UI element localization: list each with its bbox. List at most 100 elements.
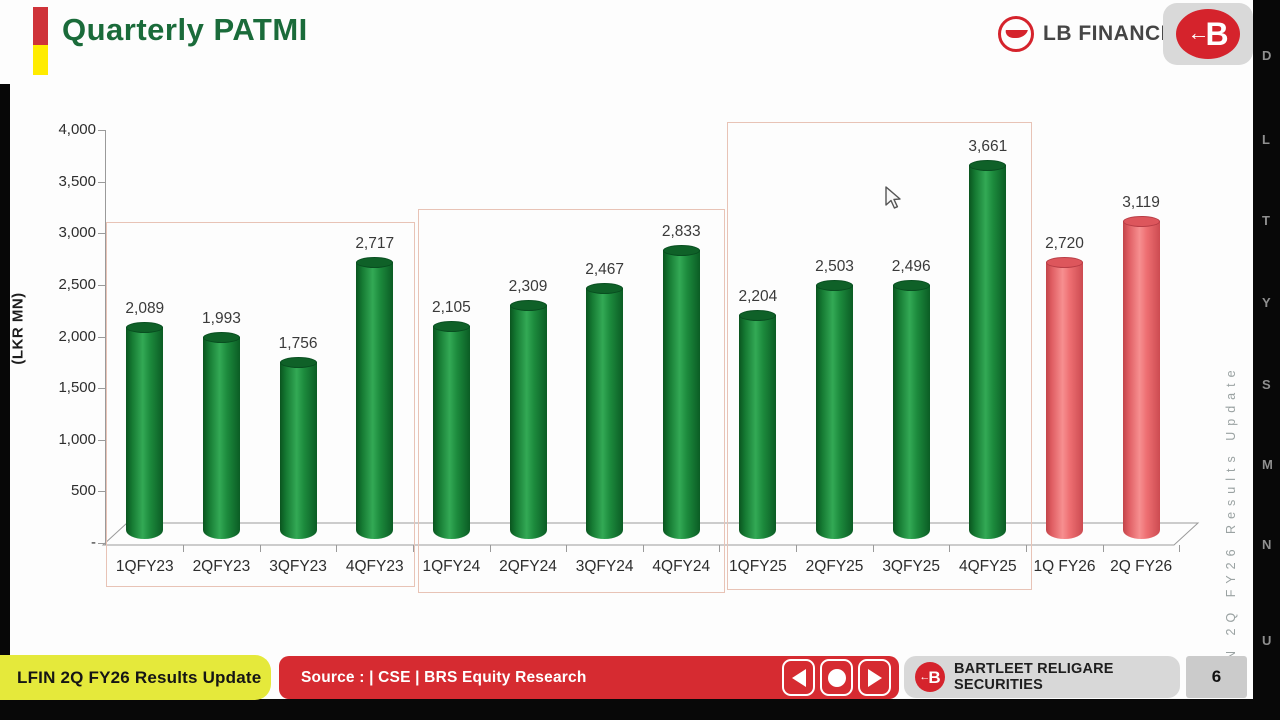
bar-value-label: 1,993 (202, 310, 241, 328)
x-axis-label: 2Q FY26 (1110, 558, 1173, 575)
x-tick-mark (719, 545, 721, 552)
edge-letter: U (1262, 633, 1272, 648)
edge-letter: S (1262, 377, 1271, 392)
lb-finance-logo-icon (998, 16, 1034, 52)
x-axis-label: 3QFY23 (269, 558, 327, 575)
x-axis-label: 1QFY25 (729, 558, 787, 575)
x-tick-mark (872, 545, 874, 552)
letterbox-left (0, 84, 10, 699)
group-box-1 (106, 222, 415, 587)
mouse-cursor-icon (885, 186, 901, 209)
x-tick-mark (412, 545, 414, 552)
x-tick-mark (566, 545, 568, 552)
bar-2Q FY26 (1122, 215, 1160, 539)
group-box-3 (727, 122, 1032, 590)
bar-value-label: 2,089 (125, 300, 165, 318)
nav-forward-icon (867, 668, 882, 687)
bar-value-label: 2,503 (815, 257, 854, 275)
bar-value-label: 2,467 (585, 261, 625, 279)
footer-source-bar: Source : | CSE | BRS Equity Research (279, 656, 899, 699)
bar-4QFY25 (969, 160, 1007, 539)
bar-value-label: 2,717 (355, 235, 395, 253)
y-axis-title: (LKR MN) (9, 292, 27, 365)
y-tick-label: 3,000 (58, 224, 96, 242)
bar-1QFY25 (739, 310, 777, 539)
x-tick-mark (642, 545, 644, 552)
bar-2QFY23 (202, 332, 240, 539)
x-tick-mark (259, 545, 261, 552)
bartleet-b-small-icon: ← B (915, 662, 945, 692)
bar-3QFY24 (586, 283, 624, 539)
letterbox-bottom (0, 699, 1280, 720)
nav-stop-icon (827, 668, 846, 687)
x-axis-label: 2QFY24 (499, 558, 557, 575)
nav-back-icon (791, 668, 806, 687)
bar-value-label: 2,309 (508, 277, 548, 295)
title-marker-yellow (33, 45, 48, 75)
edge-letter: Y (1262, 295, 1271, 310)
bartleet-b-icon: ← B (1176, 9, 1240, 59)
y-tick-mark (98, 284, 105, 286)
nav-forward-button[interactable] (858, 659, 891, 696)
bar-value-label: 3,661 (968, 138, 1008, 155)
lb-finance-brand: LB FINANCE (998, 16, 1175, 52)
y-tick-label: 500 (70, 482, 96, 500)
bar-4QFY24 (662, 245, 700, 539)
edge-letter: L (1262, 132, 1270, 147)
y-tick-mark (98, 130, 105, 131)
bar-3QFY23 (279, 356, 317, 539)
footer-update-pill: LFIN 2Q FY26 Results Update (0, 655, 271, 700)
x-tick-mark (1025, 545, 1027, 552)
x-tick-mark (949, 545, 951, 552)
y-tick-mark (98, 439, 105, 441)
y-tick-label: 2,500 (58, 275, 96, 293)
x-tick-mark (1179, 545, 1181, 552)
x-axis-label: 3QFY25 (882, 558, 941, 575)
y-axis-line (105, 130, 106, 545)
bartleet-logo-tile: ← B (1163, 3, 1253, 65)
bar-value-label: 3,119 (1122, 193, 1160, 211)
footer-brand-label: BARTLEET RELIGARE SECURITIES (954, 661, 1114, 693)
edge-letter: D (1262, 48, 1272, 63)
x-axis-label: 4QFY23 (345, 558, 404, 575)
bar-value-label: 1,756 (278, 334, 318, 352)
bar-1QFY24 (432, 320, 470, 539)
x-tick-mark (182, 545, 184, 552)
y-tick-mark (98, 388, 105, 390)
bar-value-label: 2,105 (431, 298, 471, 316)
y-tick-label: - (91, 534, 96, 551)
edge-letter: M (1262, 457, 1273, 472)
x-axis-label: 4QFY24 (652, 558, 711, 575)
x-axis-label: 4QFY25 (958, 558, 1017, 575)
x-axis-label: 1QFY23 (115, 558, 174, 575)
y-tick-mark (98, 336, 105, 338)
nav-stop-button[interactable] (820, 659, 853, 696)
bar-2QFY25 (816, 279, 854, 539)
x-tick-mark (489, 545, 491, 552)
x-tick-mark (336, 545, 338, 552)
y-tick-label: 1,000 (58, 430, 96, 448)
x-axis-label: 1Q FY26 (1033, 558, 1096, 575)
edge-letter: T (1262, 213, 1270, 228)
y-tick-label: 2,000 (58, 327, 96, 345)
bar-value-label: 2,204 (738, 288, 778, 306)
bar-1Q FY26 (1045, 257, 1083, 539)
y-tick-mark (98, 233, 105, 235)
bar-3QFY25 (892, 280, 930, 539)
y-tick-mark (98, 181, 105, 183)
x-tick-mark (1102, 545, 1104, 552)
y-tick-label: 1,500 (58, 379, 96, 397)
x-axis-label: 2QFY25 (805, 558, 864, 575)
x-axis-label: 1QFY24 (422, 558, 481, 575)
footer-update-label: LFIN 2Q FY26 Results Update (17, 667, 262, 687)
nav-back-button[interactable] (782, 659, 815, 696)
footer-source-label: Source : | CSE | BRS Equity Research (301, 669, 587, 686)
y-tick-mark (98, 491, 105, 493)
y-tick-label: 3,500 (58, 172, 96, 190)
side-vertical-text: LFIN 2Q FY26 Results Update (1224, 364, 1238, 696)
lb-finance-label: LB FINANCE (1043, 22, 1176, 45)
footer-brand-pill: ← B BARTLEET RELIGARE SECURITIES (904, 656, 1180, 698)
edge-letter: N (1262, 537, 1272, 552)
